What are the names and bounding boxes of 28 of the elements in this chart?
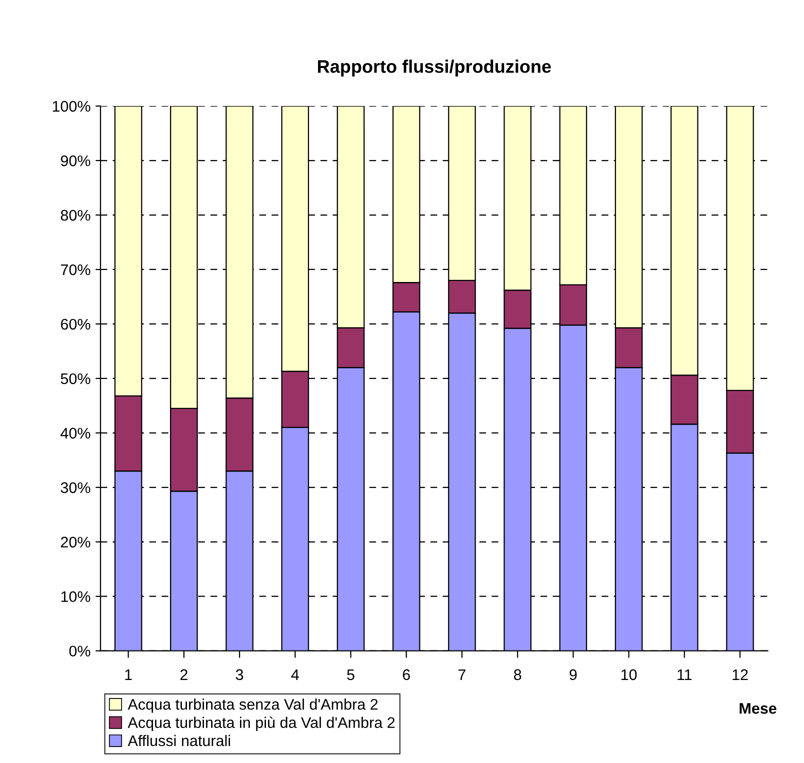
y-tick-label: 30% (60, 482, 90, 494)
y-tick-label: 40% (60, 428, 90, 439)
x-tick-label: 9 (570, 669, 577, 680)
legend-label: Acqua turbinata senza Val d'Ambra 2 (128, 698, 378, 713)
x-tick-label: 3 (236, 669, 244, 680)
x-tick-label: 8 (514, 669, 522, 680)
x-axis-title: Mese (740, 703, 776, 714)
y-tick-label: 60% (60, 318, 90, 330)
legend-label: Afflussi naturali (128, 734, 230, 746)
legend-label: Acqua turbinata in più da Val d'Ambra 2 (128, 716, 395, 732)
x-tick-label: 11 (678, 669, 692, 680)
y-tick-label: 10% (61, 591, 90, 602)
x-tick-label: 6 (402, 669, 410, 680)
x-tick-label: 1 (125, 669, 132, 680)
x-tick-label: 4 (291, 669, 299, 680)
y-tick-label: 0% (69, 646, 90, 657)
y-tick-label: 100% (52, 100, 90, 112)
x-tick-label: 2 (180, 669, 188, 680)
y-tick-label: 20% (60, 536, 90, 548)
chart-title: Rapporto flussi/produzione (318, 60, 551, 76)
x-tick-label: 10 (621, 669, 637, 680)
y-tick-label: 70% (60, 264, 90, 276)
y-tick-label: 50% (60, 373, 90, 384)
x-tick-label: 5 (347, 669, 354, 680)
x-tick-label: 7 (458, 669, 466, 680)
y-tick-label: 80% (60, 210, 90, 221)
x-tick-label: 12 (732, 669, 748, 680)
y-tick-label: 90% (60, 155, 90, 166)
